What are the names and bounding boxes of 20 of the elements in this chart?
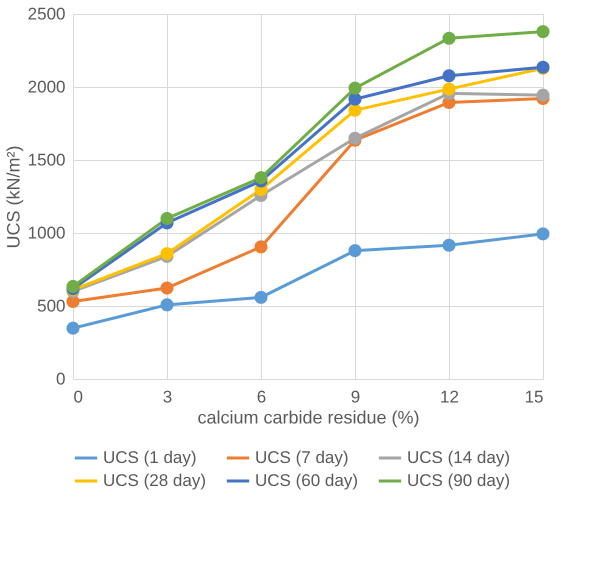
- legend-label: UCS (28 day): [103, 471, 206, 490]
- y-tick-label: 500: [37, 296, 66, 316]
- legend-label: UCS (14 day): [407, 448, 510, 467]
- x-tick-label: 6: [256, 388, 266, 406]
- x-tick-label: 0: [74, 388, 83, 406]
- y-tick-label: 0: [56, 370, 66, 388]
- legend-label: UCS (7 day): [255, 448, 349, 467]
- legend-label: UCS (1 day): [103, 448, 197, 467]
- y-axis-title: UCS (kN/m²): [4, 146, 24, 248]
- x-tick-label: 3: [162, 388, 172, 406]
- x-tick-label: 9: [350, 388, 360, 406]
- x-tick-label: 15: [524, 388, 544, 406]
- y-tick-label: 1500: [28, 150, 66, 170]
- y-tick-label: 2500: [28, 4, 66, 24]
- legend-label: UCS (60 day): [255, 471, 358, 490]
- legend-label: UCS (90 day): [407, 471, 510, 490]
- x-tick-label: 12: [440, 388, 459, 406]
- x-axis-title: calcium carbide residue (%): [197, 408, 420, 428]
- y-tick-label: 2000: [28, 78, 66, 96]
- y-tick-label: 1000: [28, 224, 66, 242]
